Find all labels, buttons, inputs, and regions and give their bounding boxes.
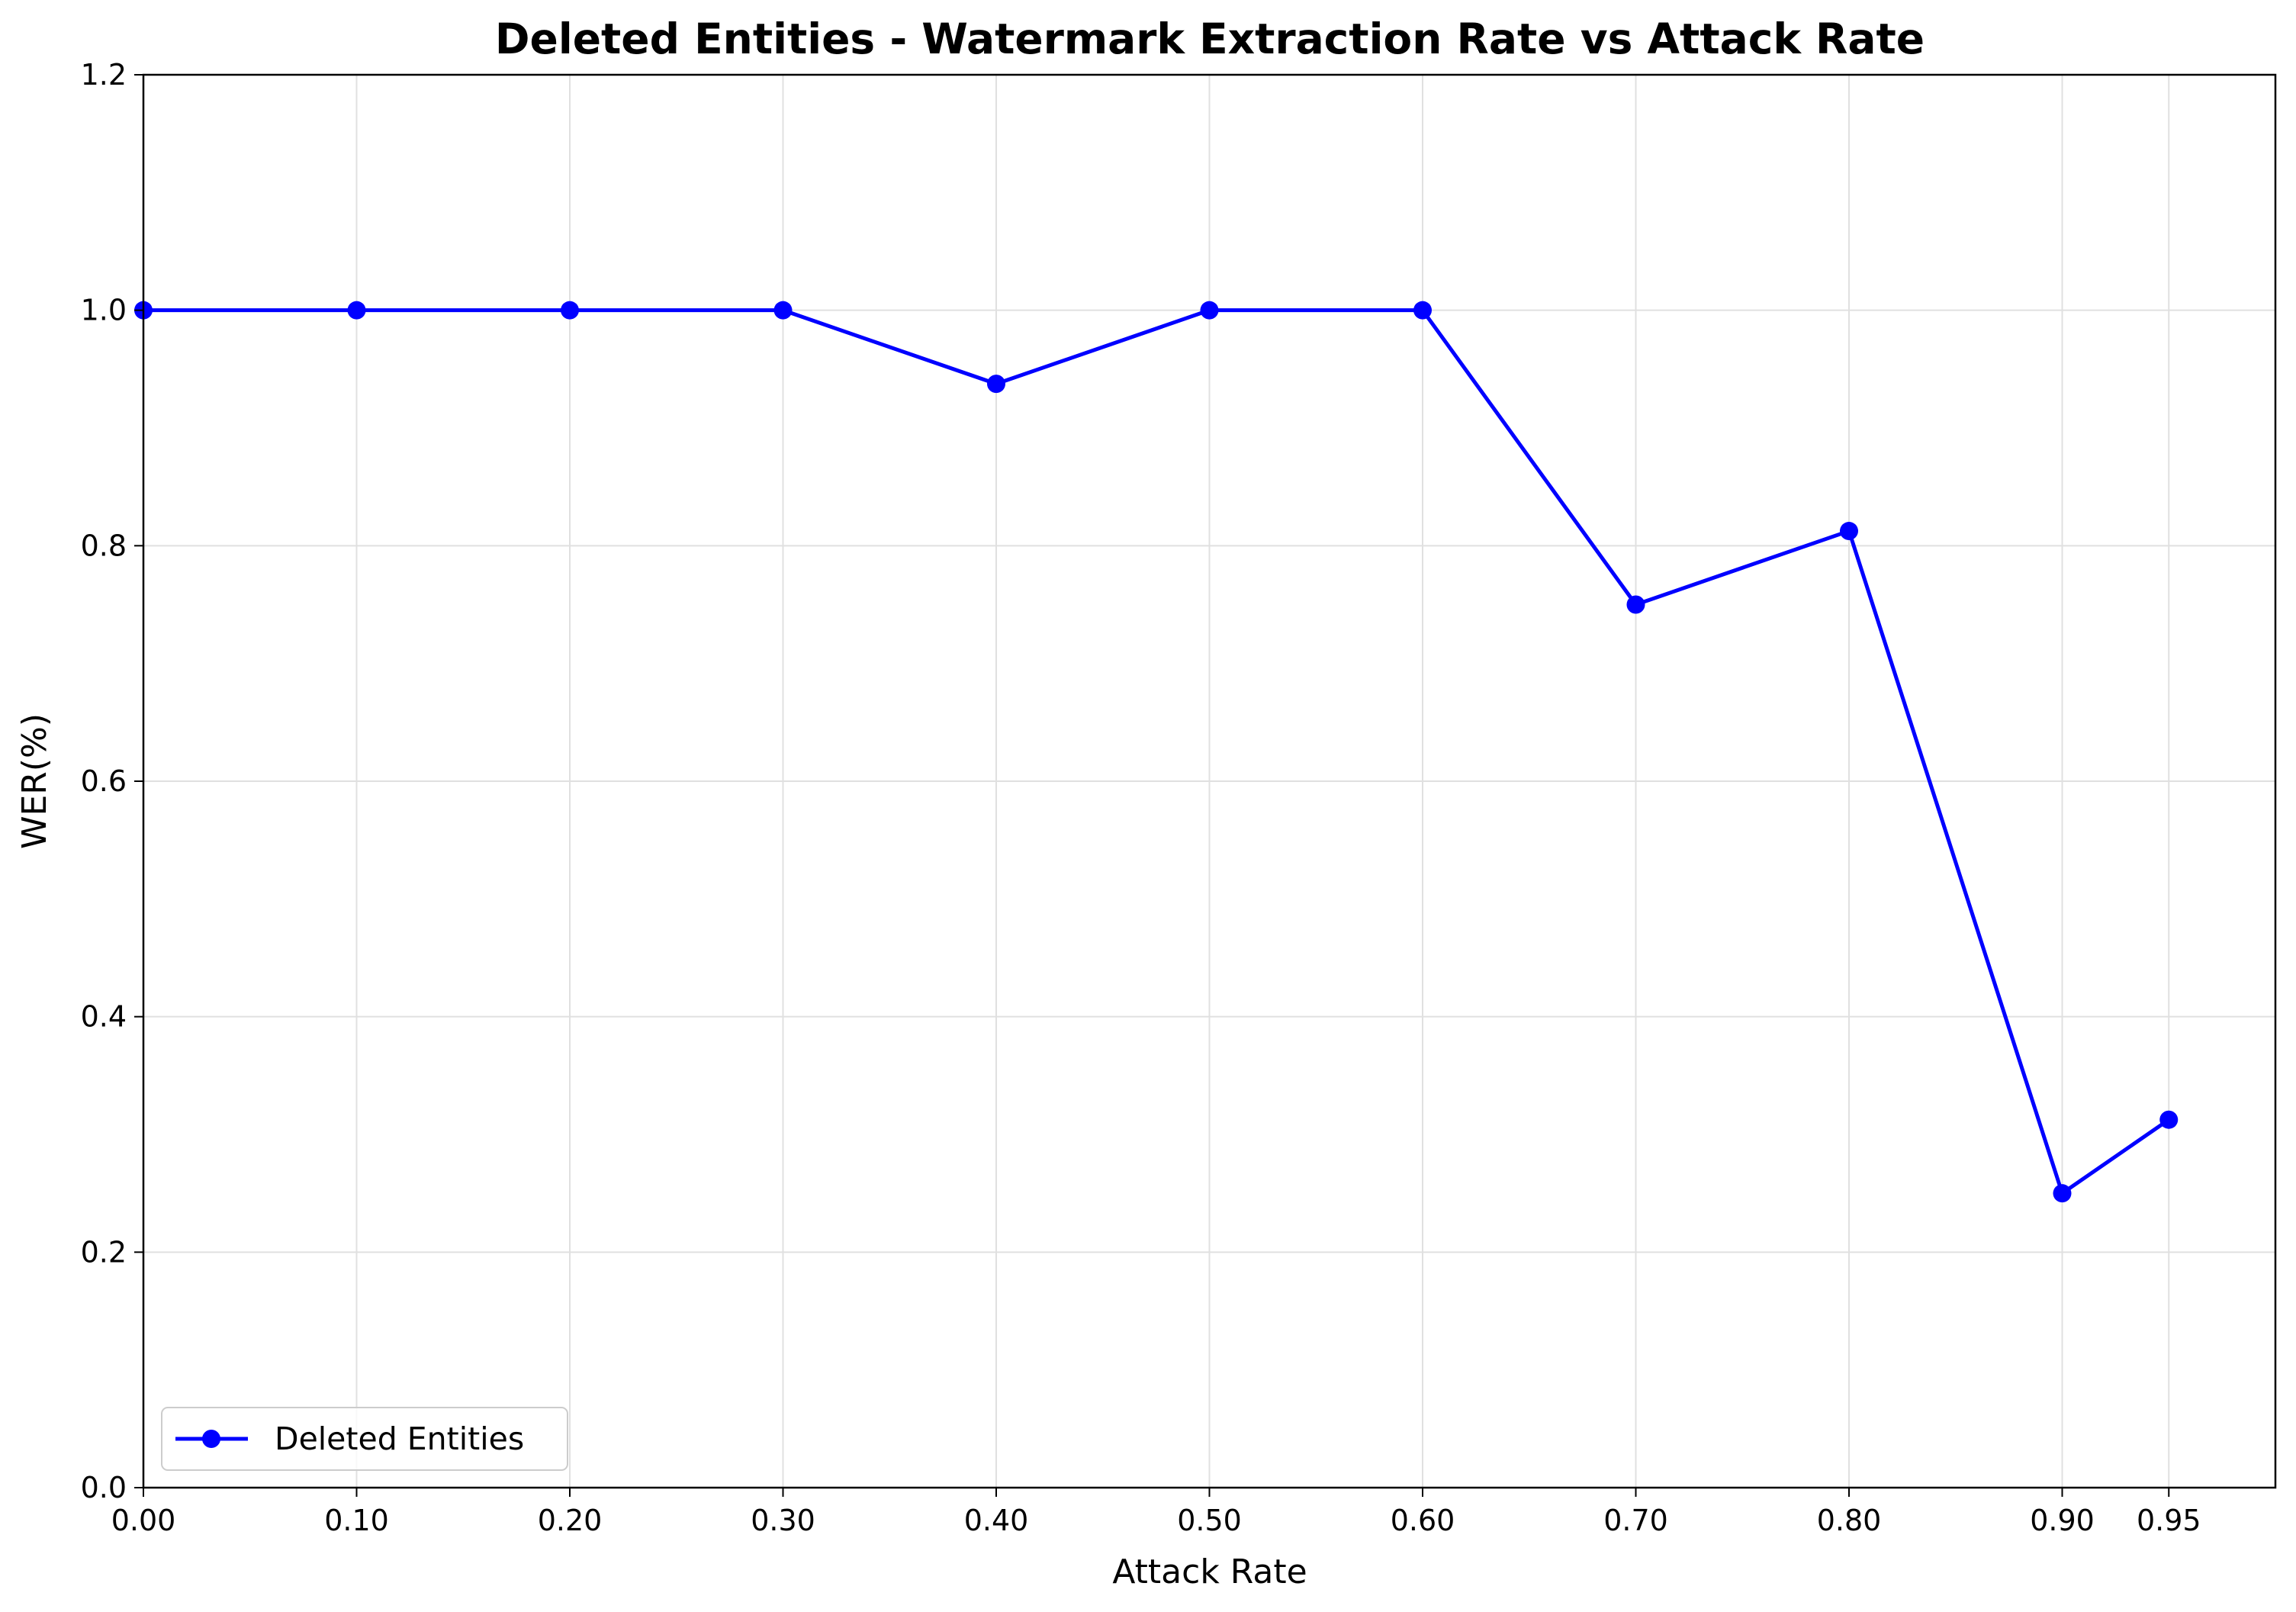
- x-tick-label: 0.40: [964, 1504, 1029, 1537]
- data-point: [773, 301, 793, 320]
- x-tick-label: 0.90: [2030, 1504, 2095, 1537]
- x-tick-label: 0.50: [1177, 1504, 1242, 1537]
- data-point: [2159, 1110, 2179, 1129]
- y-tick-label: 0.6: [81, 764, 127, 798]
- y-tick-label: 0.4: [81, 1000, 127, 1034]
- data-point: [2053, 1184, 2072, 1203]
- y-tick-label: 0.2: [81, 1235, 127, 1269]
- data-point: [1840, 522, 1858, 541]
- x-tick-label: 0.95: [2137, 1504, 2201, 1537]
- data-point: [1626, 595, 1645, 614]
- x-tick-label: 0.80: [1817, 1504, 1882, 1537]
- x-tick-label: 0.20: [538, 1504, 603, 1537]
- x-tick-label: 0.30: [751, 1504, 815, 1537]
- x-axis-label: Attack Rate: [1112, 1552, 1307, 1591]
- data-point: [1413, 301, 1432, 320]
- legend-label: Deleted Entities: [275, 1421, 524, 1457]
- legend: Deleted Entities: [161, 1407, 568, 1471]
- x-tick-label: 0.00: [111, 1504, 176, 1537]
- x-tick-label: 0.70: [1603, 1504, 1668, 1537]
- y-tick-label: 1.2: [81, 58, 127, 92]
- y-axis-label: WER(%): [15, 713, 54, 849]
- ticks: 0.00 0.10 0.20 0.30 0.40 0.50 0.60 0.70 0.80 0.90…: [81, 58, 2201, 1537]
- y-tick-label: 0.8: [81, 529, 127, 562]
- data-point: [561, 301, 579, 320]
- data-point: [347, 301, 366, 320]
- legend-marker: [202, 1430, 220, 1448]
- y-tick-label: 1.0: [81, 294, 127, 327]
- y-tick-label: 0.0: [81, 1471, 127, 1504]
- chart-title: Deleted Entities - Watermark Extraction …: [495, 14, 1925, 63]
- data-point: [1200, 301, 1219, 320]
- data-point: [987, 375, 1005, 394]
- series-layer: [134, 301, 2179, 1203]
- x-tick-label: 0.10: [324, 1504, 389, 1537]
- x-tick-label: 0.60: [1391, 1504, 1455, 1537]
- legend-box: [161, 1407, 568, 1471]
